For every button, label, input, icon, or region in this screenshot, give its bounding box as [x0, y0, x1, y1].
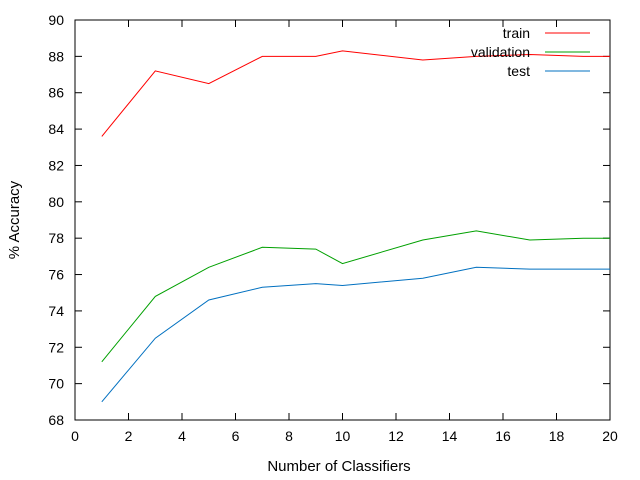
- y-tick-label: 84: [48, 121, 64, 137]
- y-tick-label: 68: [48, 412, 64, 428]
- axis-ticks: 0 2 4 6 8 10 12 14 16 18 2068707274767880828486889…: [48, 12, 618, 444]
- y-tick-label: 78: [48, 230, 64, 246]
- y-tick-label: 70: [48, 376, 64, 392]
- x-axis-title: Number of Classifiers: [267, 458, 410, 475]
- legend-label-test: test: [507, 63, 530, 79]
- x-tick-label: 2: [125, 428, 133, 444]
- x-tick-label: 8: [285, 428, 293, 444]
- y-tick-label: 90: [48, 12, 64, 28]
- legend-label-train: train: [503, 25, 530, 41]
- y-tick-label: 88: [48, 48, 64, 64]
- y-axis-title: % Accuracy: [6, 180, 23, 259]
- x-tick-label: 4: [178, 428, 186, 444]
- y-tick-label: 72: [48, 339, 64, 355]
- y-tick-label: 86: [48, 85, 64, 101]
- x-tick-label: 12: [388, 428, 404, 444]
- x-tick-label: 6: [232, 428, 240, 444]
- series-line-validation: [101, 230, 610, 363]
- legend: train validation test: [471, 25, 590, 79]
- series-line-test: [101, 266, 610, 403]
- y-tick-label: 82: [48, 157, 64, 173]
- series-line-train: [101, 50, 610, 137]
- series-lines: [101, 50, 610, 403]
- x-tick-label: 10: [335, 428, 351, 444]
- y-tick-label: 76: [48, 267, 64, 283]
- x-tick-label: 0: [71, 428, 79, 444]
- y-tick-label: 74: [48, 303, 64, 319]
- plot-area-frame: [74, 19, 611, 421]
- legend-label-validation: validation: [471, 44, 530, 60]
- x-tick-label: 14: [442, 428, 458, 444]
- y-tick-label: 80: [48, 194, 64, 210]
- x-tick-label: 18: [549, 428, 565, 444]
- x-tick-label: 16: [495, 428, 511, 444]
- x-tick-label: 20: [602, 428, 618, 444]
